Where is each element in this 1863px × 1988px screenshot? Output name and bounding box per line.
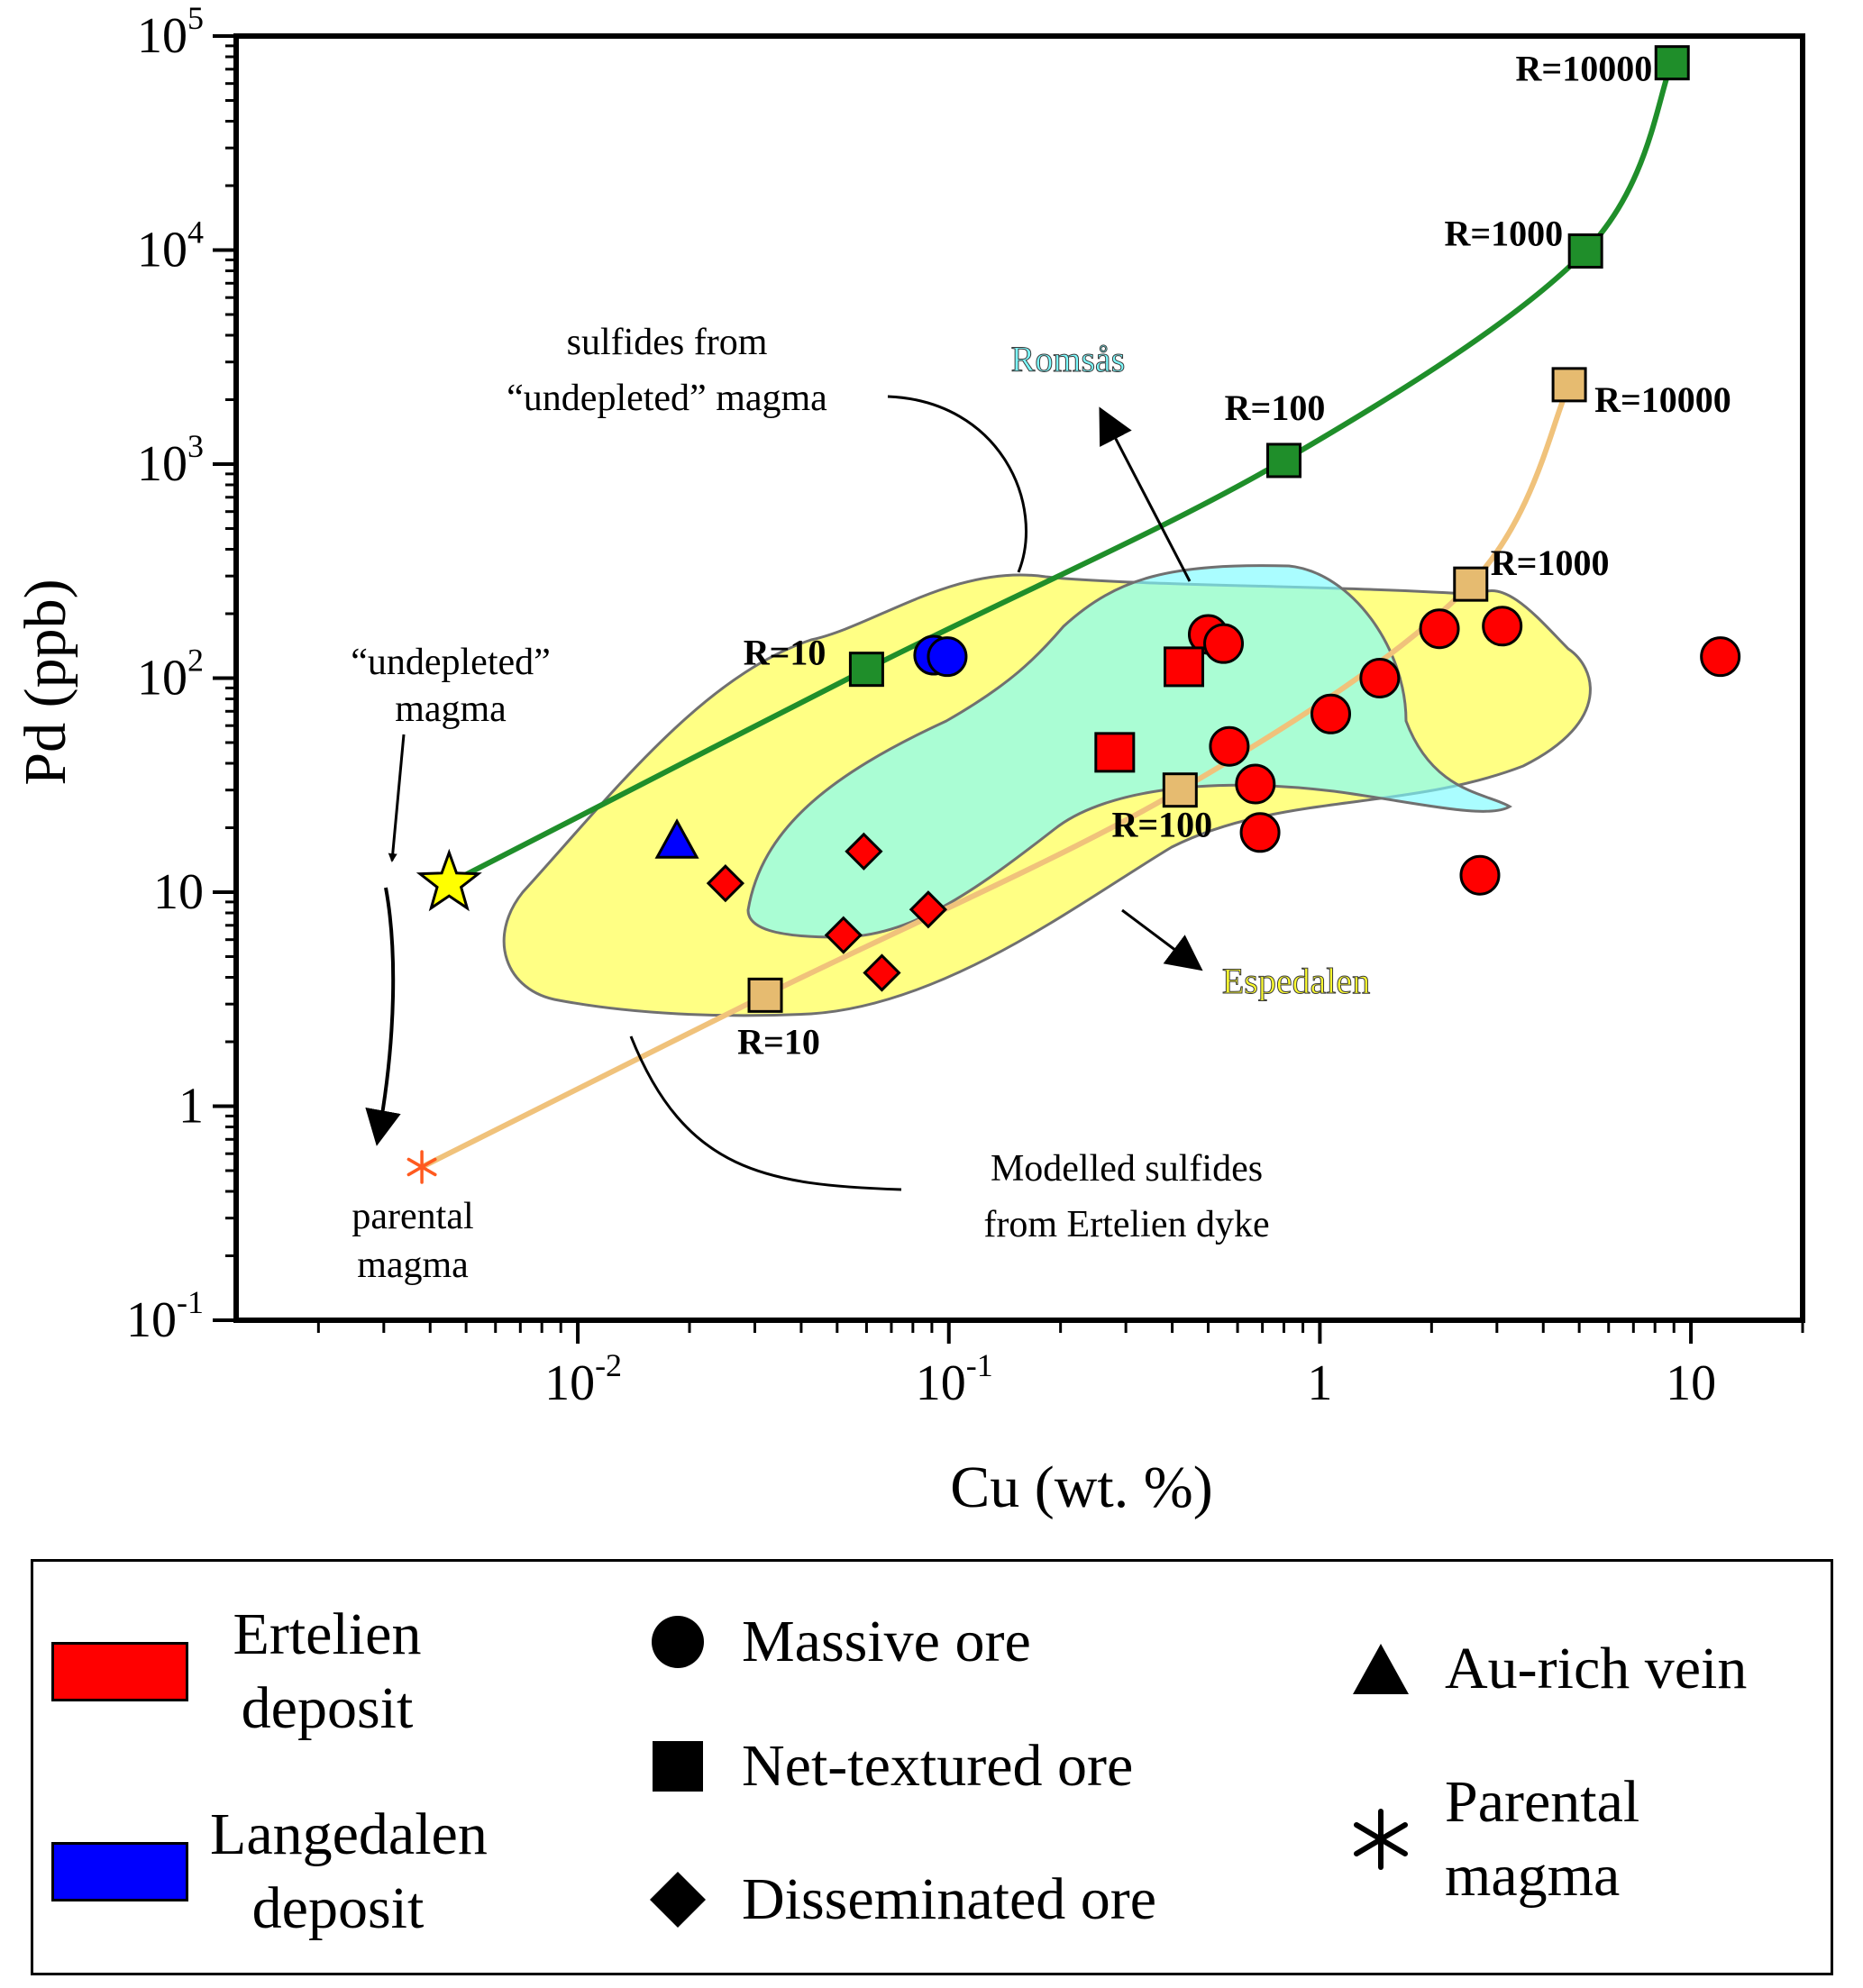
arrow-to-parental	[379, 888, 393, 1135]
r-value-label: R=100	[1111, 805, 1212, 845]
annotation-undepleted-magma-line1: “undepleted”	[351, 642, 551, 683]
legend-langedalen-label: Langedalen deposit	[210, 1798, 466, 1946]
circle-icon	[651, 1615, 705, 1669]
diamond-icon	[648, 1870, 708, 1929]
r-value-label: R=100	[1225, 388, 1326, 428]
r-value-label: R=10000	[1594, 379, 1731, 420]
net-textured-ore-point	[1096, 734, 1134, 771]
legend-massive: Massive ore	[646, 1605, 1031, 1679]
asterisk-icon	[1349, 1808, 1412, 1871]
legend-langedalen: Langedalen deposit	[51, 1798, 466, 1946]
r-value-node	[749, 979, 781, 1011]
arrow-espedalen	[1122, 910, 1194, 964]
y-tick-label: 105	[137, 0, 204, 64]
parental-magma-asterisk	[408, 1152, 434, 1182]
annotation-undepleted-magma-line2: magma	[395, 689, 507, 730]
y-tick-label: 10	[153, 864, 204, 920]
square-icon	[651, 1739, 705, 1793]
annotation-undepleted-sulfides-line2: “undepleted” magma	[507, 378, 827, 419]
massive-ore-point	[928, 638, 966, 676]
massive-ore-point	[1361, 660, 1399, 698]
massive-ore-point	[1420, 610, 1458, 648]
r-value-label: R=1000	[1491, 543, 1610, 583]
x-tick-label: 1	[1307, 1355, 1332, 1411]
y-tick-label: 102	[137, 643, 204, 707]
x-tick-label: 10-2	[544, 1347, 622, 1411]
legend-net-textured-label: Net-textured ore	[742, 1729, 1133, 1803]
r-value-node	[1569, 235, 1602, 268]
massive-ore-point	[1205, 625, 1243, 662]
legend-parental-label: Parental magma	[1445, 1765, 1639, 1913]
massive-ore-point	[1312, 695, 1350, 733]
annotation-undepleted-sulfides-line1: sulfides from	[567, 322, 768, 363]
y-tick-label: 10-1	[126, 1284, 204, 1348]
chart: 10-1 1 10 102 103 104 105 10-2 10-1 1 10 R=10 R=100…	[0, 0, 1863, 1532]
r-value-node	[1455, 568, 1487, 600]
r-value-node	[1656, 47, 1688, 79]
massive-ore-point	[1702, 638, 1740, 676]
annotation-modelled-sulfides-line2: from Ertelien dyke	[983, 1204, 1269, 1245]
r-value-label: R=1000	[1444, 214, 1563, 254]
legend-langedalen-swatch	[51, 1842, 188, 1901]
legend-au-vein: Au-rich vein	[1349, 1632, 1747, 1706]
legend-parental: Parental magma	[1349, 1765, 1639, 1913]
x-axis-title: Cu (wt. %)	[950, 1455, 1212, 1520]
net-textured-ore-point	[1165, 648, 1203, 686]
massive-ore-point	[1210, 727, 1248, 765]
x-tick-label: 10-1	[916, 1347, 993, 1411]
legend-massive-label: Massive ore	[742, 1605, 1031, 1679]
arrow-undepleted-magma	[392, 734, 404, 861]
r-value-label: R=10000	[1516, 49, 1653, 89]
legend-disseminated: Disseminated ore	[646, 1863, 1156, 1937]
r-value-node	[1164, 774, 1196, 807]
legend-au-vein-label: Au-rich vein	[1445, 1632, 1747, 1706]
label-espedalen: Espedalen	[1222, 961, 1370, 1001]
r-value-node	[1553, 369, 1585, 401]
y-tick-label: 104	[137, 214, 204, 278]
r-value-label: R=10	[737, 1021, 820, 1062]
massive-ore-point	[1241, 814, 1279, 852]
arrow-romsas	[1104, 416, 1190, 581]
legend-net-textured: Net-textured ore	[646, 1729, 1133, 1803]
undepleted-magma-star	[420, 853, 479, 908]
legend-ertelien-label: Ertelien deposit	[219, 1598, 435, 1746]
massive-ore-point	[1237, 765, 1274, 803]
legend: Ertelien deposit Langedalen deposit Massiv…	[31, 1559, 1833, 1975]
triangle-icon	[1351, 1642, 1411, 1696]
r-value-label: R=10	[744, 633, 826, 673]
annotation-parental-magma-line1: parental	[352, 1196, 473, 1237]
massive-ore-point	[1484, 607, 1521, 645]
massive-ore-point	[1461, 856, 1499, 894]
annotation-modelled-sulfides-line1: Modelled sulfides	[991, 1148, 1263, 1190]
x-tick-label: 10	[1666, 1355, 1716, 1411]
r-value-node	[850, 653, 882, 686]
leader-undepleted-sulfides	[888, 397, 1026, 572]
legend-ertelien: Ertelien deposit	[51, 1598, 435, 1746]
legend-ertelien-swatch	[51, 1642, 188, 1701]
legend-disseminated-label: Disseminated ore	[742, 1863, 1156, 1937]
label-romsas: Romsås	[1011, 339, 1126, 379]
y-tick-label: 1	[178, 1079, 204, 1135]
r-value-node	[1268, 444, 1301, 477]
y-axis-title: Pd (ppb)	[13, 579, 78, 785]
y-tick-label: 103	[137, 428, 204, 492]
annotation-parental-magma-line2: magma	[357, 1245, 469, 1286]
